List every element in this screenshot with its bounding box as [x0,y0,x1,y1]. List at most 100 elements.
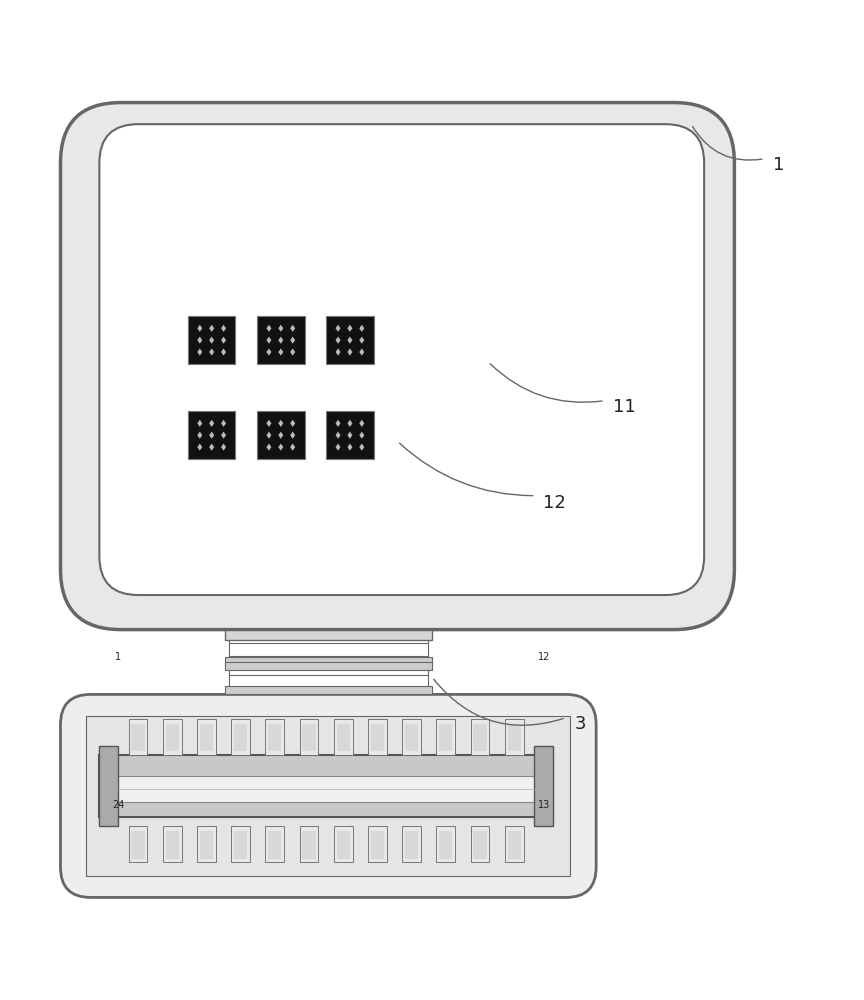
Bar [162,826,181,862]
Polygon shape [209,337,214,344]
Polygon shape [197,444,202,451]
Bar [439,831,453,859]
Bar [269,724,282,751]
Bar [302,831,315,859]
Bar [471,719,490,755]
Text: 12: 12 [543,494,565,512]
Bar [371,831,384,859]
Polygon shape [359,444,365,451]
Polygon shape [266,337,271,344]
Polygon shape [197,432,202,439]
Bar [403,826,421,862]
Bar [534,746,553,826]
Polygon shape [347,432,353,439]
Bar [327,316,373,364]
Polygon shape [197,420,202,427]
Bar [371,724,384,751]
Polygon shape [209,420,214,427]
Polygon shape [335,348,340,356]
Polygon shape [335,420,340,427]
Bar [505,826,524,862]
Bar [405,831,418,859]
Bar [265,719,284,755]
Bar [300,826,319,862]
Polygon shape [266,444,271,451]
Polygon shape [359,348,365,356]
Bar [403,719,421,755]
Polygon shape [335,444,340,451]
Bar [337,831,350,859]
Polygon shape [278,444,283,451]
Polygon shape [347,325,353,332]
Polygon shape [347,348,353,356]
Bar [131,831,144,859]
Bar [106,776,546,802]
Polygon shape [290,420,295,427]
Text: 13: 13 [538,800,550,810]
Bar [257,411,304,459]
Bar [234,724,247,751]
Bar [265,826,284,862]
Polygon shape [221,337,226,344]
Bar [99,755,553,817]
Bar [327,411,373,459]
FancyBboxPatch shape [99,124,704,595]
Bar [405,724,418,751]
Bar [257,316,304,364]
Polygon shape [221,325,226,332]
Polygon shape [221,348,226,356]
Bar [129,719,148,755]
Text: 1: 1 [773,156,785,174]
Polygon shape [221,420,226,427]
Polygon shape [266,325,271,332]
Polygon shape [197,325,202,332]
Polygon shape [290,325,295,332]
Polygon shape [290,337,295,344]
Bar [368,719,387,755]
Bar [508,831,521,859]
Polygon shape [290,348,295,356]
Bar [505,719,524,755]
Polygon shape [359,432,365,439]
Bar [129,826,148,862]
Text: 11: 11 [613,398,636,416]
Text: 1: 1 [115,652,122,662]
Bar [302,724,315,751]
Bar [225,630,432,640]
Bar [225,686,432,694]
Polygon shape [347,420,353,427]
Polygon shape [266,432,271,439]
Bar [166,831,179,859]
Bar [334,826,353,862]
Bar [200,831,213,859]
Polygon shape [221,432,226,439]
Bar [187,316,235,364]
Polygon shape [197,337,202,344]
Polygon shape [209,432,214,439]
Bar [225,657,432,666]
Bar [166,724,179,751]
Text: 12: 12 [538,652,550,662]
Polygon shape [209,348,214,356]
Bar [436,826,455,862]
Polygon shape [335,337,340,344]
Bar [439,724,453,751]
Bar [197,826,216,862]
Polygon shape [347,337,353,344]
Bar [187,411,235,459]
Bar [232,826,250,862]
Bar [269,831,282,859]
FancyBboxPatch shape [60,694,596,897]
Bar [225,662,432,670]
Polygon shape [359,420,365,427]
Bar [86,716,570,876]
Bar [473,724,486,751]
Polygon shape [290,444,295,451]
FancyBboxPatch shape [60,103,734,630]
Polygon shape [359,337,365,344]
Polygon shape [266,420,271,427]
Bar [131,724,144,751]
Polygon shape [335,325,340,332]
Bar [300,719,319,755]
Bar [229,630,428,694]
